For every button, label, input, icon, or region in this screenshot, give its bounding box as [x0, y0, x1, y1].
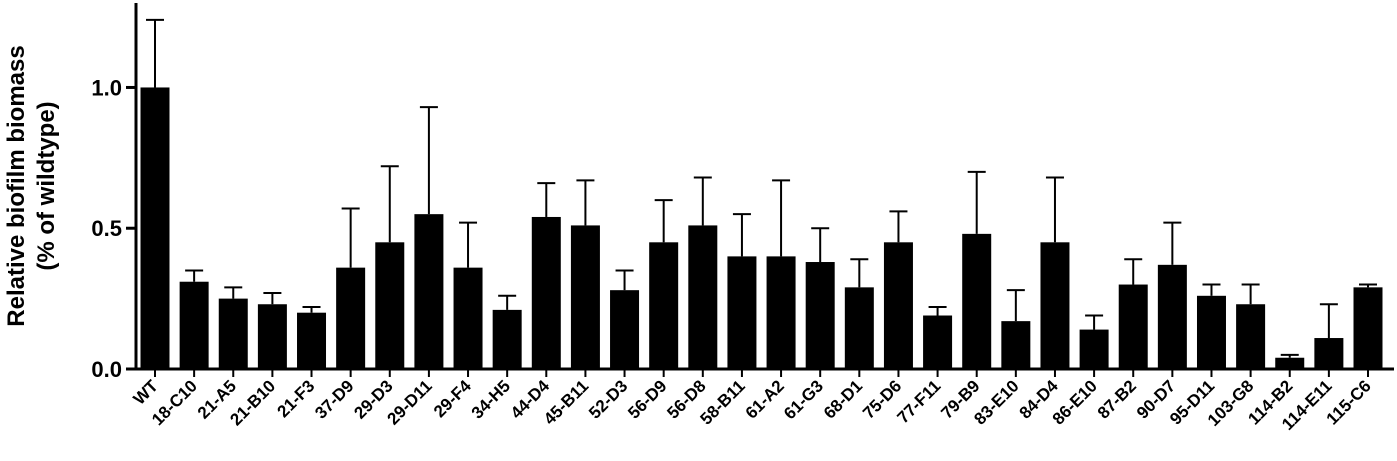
- bar: [805, 262, 835, 369]
- bar: [727, 256, 757, 369]
- bar: [1040, 242, 1070, 369]
- x-tick-label: 56-D9: [624, 376, 670, 422]
- bar: [375, 242, 405, 369]
- bar: [1275, 357, 1305, 369]
- bar: [1001, 321, 1031, 369]
- bar: [414, 214, 444, 369]
- bar: [257, 304, 287, 369]
- x-tick-label: 29-F4: [430, 376, 475, 421]
- bar: [844, 287, 874, 369]
- y-tick-label: 1.0: [91, 75, 122, 100]
- bar: [649, 242, 679, 369]
- y-tick-label: 0.5: [91, 216, 122, 241]
- bar: [570, 225, 600, 369]
- bar: [923, 315, 953, 369]
- bar: [297, 312, 327, 369]
- bar: [1157, 264, 1187, 369]
- bar: [766, 256, 796, 369]
- bar: [962, 233, 992, 369]
- x-tick-label: 61-A2: [742, 376, 788, 422]
- x-tick-label: 21-F3: [273, 376, 318, 421]
- x-tick-label: 37-D9: [311, 376, 357, 422]
- bar: [140, 87, 170, 369]
- bar: [218, 298, 248, 369]
- bar: [1079, 329, 1109, 369]
- x-tick-label: 115-C6: [1323, 376, 1375, 428]
- x-tick-label: 29-D11: [384, 376, 436, 428]
- bar: [453, 267, 483, 369]
- x-tick-label: WT: [130, 376, 163, 409]
- bar: [883, 242, 913, 369]
- bar: [688, 225, 718, 369]
- y-axis-title: (% of wildtype): [33, 101, 60, 270]
- x-tick-label: 58-B11: [697, 376, 749, 428]
- x-tick-label: 45-B11: [540, 376, 592, 428]
- bar: [610, 290, 640, 369]
- bar: [1236, 304, 1266, 369]
- bar: [179, 281, 209, 369]
- x-tick-label: 68-D1: [820, 376, 866, 422]
- bar: [336, 267, 366, 369]
- y-axis-title: Relative biofilm biomass: [3, 45, 30, 326]
- x-tick-label: 86-E10: [1049, 376, 1101, 428]
- x-tick-label: 61-G3: [780, 376, 827, 423]
- bar: [1353, 287, 1383, 369]
- bar: [1196, 295, 1226, 369]
- x-tick-label: 34-H5: [468, 376, 514, 422]
- x-tick-label: 77-F11: [894, 376, 945, 427]
- bar: [1314, 338, 1344, 369]
- bar: [1118, 284, 1148, 369]
- bar: [492, 309, 522, 369]
- x-tick-label: 83-E10: [970, 376, 1022, 428]
- x-tick-label: 52-D3: [585, 376, 631, 422]
- bar: [531, 216, 561, 369]
- y-tick-label: 0.0: [91, 357, 122, 382]
- x-tick-label: 87-B2: [1094, 376, 1140, 422]
